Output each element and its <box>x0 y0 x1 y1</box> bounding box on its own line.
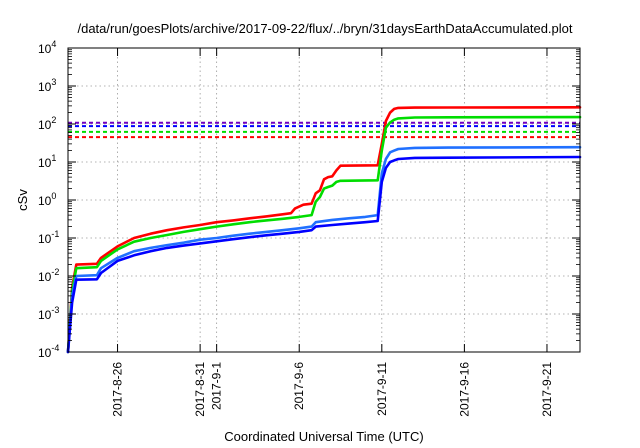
grid <box>68 48 580 352</box>
y-tick-label-exponent: 3 <box>51 77 56 87</box>
y-tick-label-base: 10 <box>38 42 52 56</box>
x-tick-label: 2017-9-16 <box>457 362 471 417</box>
y-tick-label-base: 10 <box>38 118 52 132</box>
y-tick-label: 10-2 <box>38 267 59 284</box>
y-tick-label-exponent: -2 <box>51 267 59 277</box>
y-tick-label: 102 <box>38 115 56 132</box>
series-line <box>66 115 582 354</box>
chart-title: /data/run/goesPlots/archive/2017-09-22/f… <box>77 21 572 36</box>
y-tick-label-exponent: 4 <box>51 39 56 49</box>
x-tick-label: 2017-8-31 <box>193 362 207 417</box>
x-tick-labels: 2017-8-26 2017-8-31 2017-9-1 2017-9-6 2017-9… <box>111 362 554 417</box>
y-axis-label: cSv <box>15 189 30 211</box>
y-tick-label-base: 10 <box>38 194 52 208</box>
y-tick-label-base: 10 <box>38 232 52 246</box>
y-tick-label-base: 10 <box>38 80 52 94</box>
x-tick-label: 2017-9-6 <box>292 362 306 410</box>
series-line <box>66 155 582 354</box>
y-tick-label-base: 10 <box>38 156 52 170</box>
y-tick-label-exponent: 0 <box>51 191 56 201</box>
y-tick-label: 10-1 <box>38 229 59 246</box>
y-tick-label: 100 <box>38 191 56 208</box>
x-axis-label: Coordinated Universal Time (UTC) <box>224 429 423 444</box>
y-tick-label-exponent: -4 <box>51 343 59 353</box>
threshold-lines <box>68 121 580 139</box>
series-line <box>66 106 582 354</box>
y-tick-label: 10-3 <box>38 305 59 322</box>
y-tick-label-exponent: 1 <box>51 153 56 163</box>
x-tick-label: 2017-9-11 <box>375 362 389 416</box>
y-tick-label: 103 <box>38 77 56 94</box>
y-tick-label: 10-4 <box>38 343 59 360</box>
y-tick-label-exponent: -1 <box>51 229 59 239</box>
x-tick-label: 2017-9-1 <box>210 362 224 410</box>
series-lines <box>66 106 582 354</box>
axis-ticks <box>68 47 580 353</box>
y-tick-label: 101 <box>38 153 56 170</box>
y-tick-label-base: 10 <box>38 270 52 284</box>
y-tick-label: 104 <box>38 39 56 56</box>
x-tick-label: 2017-8-26 <box>111 362 125 417</box>
y-tick-label-exponent: -3 <box>51 305 59 315</box>
y-tick-label-exponent: 2 <box>51 115 56 125</box>
x-tick-label: 2017-9-21 <box>540 362 554 417</box>
y-tick-label-base: 10 <box>38 346 52 360</box>
series-line <box>66 145 582 354</box>
y-tick-label-base: 10 <box>38 308 52 322</box>
